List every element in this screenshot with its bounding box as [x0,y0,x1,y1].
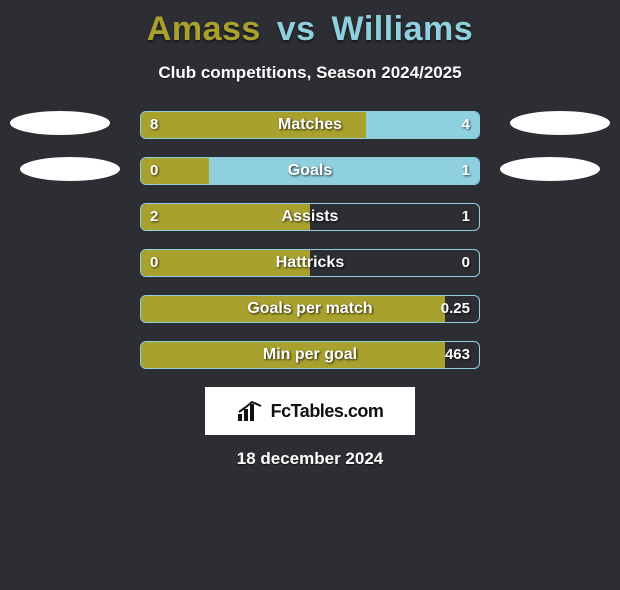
bar-left [141,250,310,276]
stat-row: 84Matches [0,111,620,139]
value-left: 0 [150,249,158,277]
player2-name: Williams [332,10,474,48]
player1-shape [20,157,120,181]
stat-row: 00Hattricks [0,249,620,277]
vs-text: vs [277,10,316,48]
value-right: 0 [462,249,470,277]
date-text: 18 december 2024 [0,449,620,469]
value-right: 1 [462,203,470,231]
stat-row: 463Min per goal [0,341,620,369]
stat-row: 21Assists [0,203,620,231]
bar-track [140,111,480,139]
bar-track [140,157,480,185]
value-right: 1 [462,157,470,185]
value-right: 0.25 [441,295,470,323]
value-left: 2 [150,203,158,231]
bar-left [141,342,445,368]
bar-left [141,112,366,138]
bar-left [141,204,310,230]
bar-left [141,296,445,322]
logo-text: FcTables.com [271,401,384,422]
value-left: 0 [150,157,158,185]
stats-container: 84Matches01Goals21Assists00Hattricks0.25… [0,111,620,369]
value-right: 463 [445,341,470,369]
bar-track [140,341,480,369]
player2-shape [510,111,610,135]
bar-track [140,203,480,231]
stat-row: 0.25Goals per match [0,295,620,323]
subtitle: Club competitions, Season 2024/2025 [0,63,620,83]
player1-shape [10,111,110,135]
player2-shape [500,157,600,181]
value-right: 4 [462,111,470,139]
stat-row: 01Goals [0,157,620,185]
logo-box: FcTables.com [205,387,415,435]
player1-name: Amass [147,10,261,48]
bar-right [209,158,479,184]
comparison-title: Amass vs Williams [0,10,620,49]
bar-track [140,249,480,277]
fctables-icon [237,400,265,422]
value-left: 8 [150,111,158,139]
bar-track [140,295,480,323]
